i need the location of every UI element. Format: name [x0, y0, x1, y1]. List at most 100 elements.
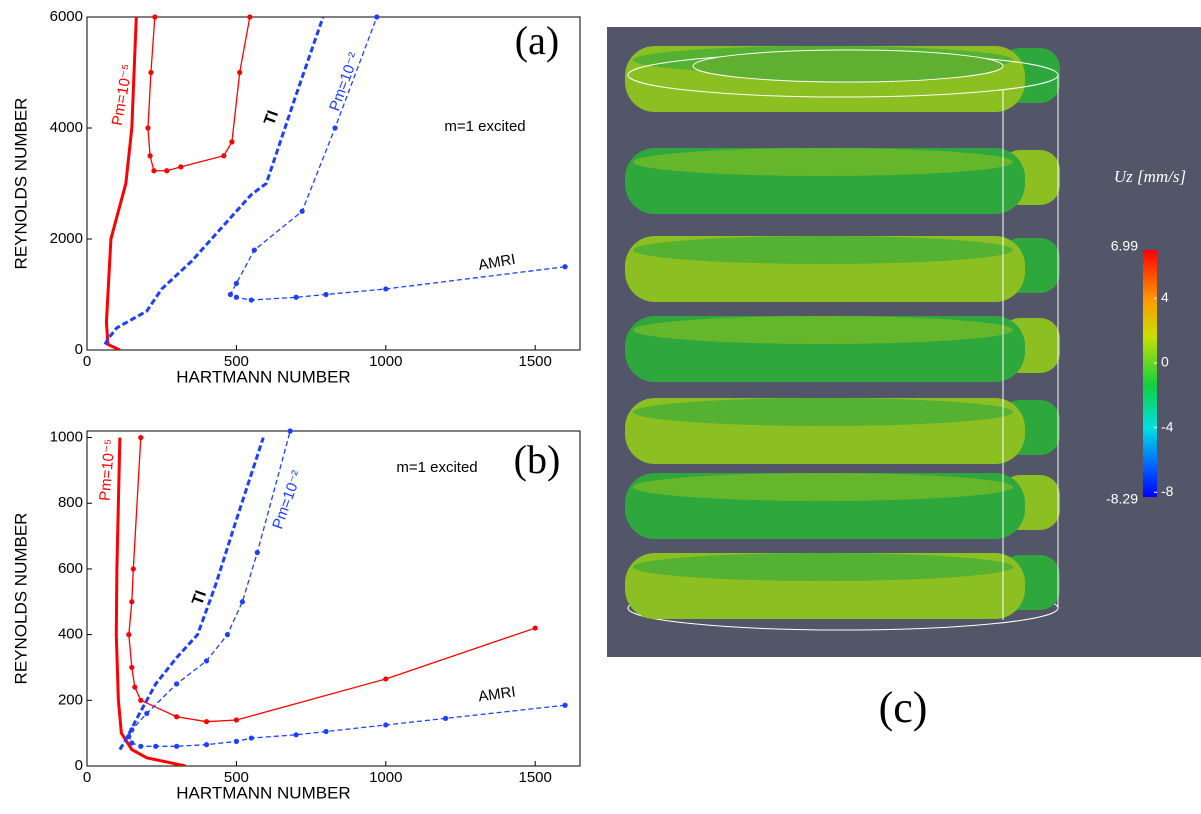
y-tick-label: 600 [58, 560, 83, 577]
data-point [233, 738, 239, 744]
colorbar-min: -8.29 [1106, 491, 1138, 507]
data-point [178, 164, 184, 170]
data-point [147, 153, 153, 159]
annotation: TI [261, 108, 282, 127]
data-point [562, 702, 568, 708]
panel-label: (b) [514, 437, 561, 482]
x-tick-label: 1000 [369, 353, 402, 370]
data-point [138, 697, 144, 703]
data-point [239, 599, 245, 605]
vortex-band-highlight [633, 553, 1013, 581]
y-tick-label: 6000 [50, 8, 83, 25]
data-point [299, 208, 305, 214]
data-point [174, 743, 180, 749]
data-point [233, 294, 239, 300]
data-point [132, 684, 138, 690]
data-point [126, 733, 132, 740]
y-tick-label: 800 [58, 494, 83, 511]
data-point [248, 735, 254, 741]
vortex-band-highlight [633, 473, 1013, 501]
x-tick-label: 0 [83, 353, 91, 370]
data-point [233, 717, 239, 723]
data-point [562, 264, 568, 270]
data-point [174, 681, 180, 687]
data-point [151, 168, 157, 174]
data-point [229, 139, 235, 145]
data-point [293, 732, 299, 738]
data-point [203, 742, 210, 748]
data-line [229, 17, 566, 301]
data-point [233, 280, 239, 286]
data-line [114, 437, 186, 766]
y-tick-label: 0 [75, 757, 83, 774]
annotation: AMRI [477, 683, 517, 705]
colorbar-max: 6.99 [1111, 238, 1138, 254]
x-tick-label: 500 [224, 353, 249, 370]
data-point [383, 676, 389, 682]
x-tick-label: 1500 [518, 353, 551, 370]
data-point [129, 727, 135, 733]
cylinder-inner [692, 49, 1004, 83]
data-point [227, 291, 234, 298]
data-point [164, 168, 170, 174]
data-point [203, 719, 210, 725]
x-tick-label: 1500 [518, 769, 551, 786]
data-point [203, 658, 210, 664]
colorbar-tick-label: 4 [1161, 289, 1169, 305]
y-axis-label: REYNOLDS NUMBER [11, 513, 30, 685]
panel-label: (a) [515, 18, 559, 63]
data-point [247, 14, 253, 20]
vortex-band-highlight [633, 316, 1013, 344]
y-tick-label: 4000 [50, 119, 83, 136]
y-tick-label: 400 [58, 626, 83, 643]
colorbar-tick-label: -8 [1161, 483, 1174, 499]
data-point [323, 291, 329, 298]
annotation: Pm=10⁻⁵ [96, 438, 118, 501]
x-axis-label: HARTMANN NUMBER [176, 783, 350, 802]
data-point [254, 549, 260, 556]
colorbar-title: Uz [mm/s] [1114, 167, 1186, 186]
data-point [224, 632, 231, 638]
data-point [332, 125, 338, 131]
data-point [129, 664, 135, 671]
data-line [118, 437, 265, 751]
annotation: m=1 excited [396, 459, 477, 476]
data-point [293, 294, 299, 300]
y-axis-label: REYNOLDS NUMBER [11, 98, 30, 270]
y-tick-label: 0 [75, 341, 83, 358]
y-tick-label: 2000 [50, 230, 83, 247]
data-point [144, 710, 150, 717]
vortex-band-highlight [633, 236, 1013, 264]
data-line [103, 17, 325, 346]
data-line [128, 437, 536, 723]
data-point [153, 743, 159, 749]
data-point [126, 632, 132, 638]
data-point [374, 14, 380, 20]
x-axis-label: HARTMANN NUMBER [176, 367, 350, 386]
colorbar [1143, 250, 1157, 497]
colorbar-tick-label: 0 [1161, 354, 1169, 370]
y-tick-label: 200 [58, 691, 83, 708]
y-tick-label: 1000 [50, 429, 83, 446]
data-point [383, 722, 389, 728]
vortex-band-highlight [633, 398, 1013, 426]
data-line [104, 17, 138, 350]
data-point [145, 125, 151, 131]
data-point [287, 428, 293, 434]
data-point [138, 743, 144, 749]
colorbar-tick-label: -4 [1161, 418, 1174, 434]
data-point [130, 566, 136, 572]
plot-frame [86, 16, 581, 351]
plot-frame [86, 430, 581, 767]
panel-label: (c) [879, 683, 928, 732]
data-point [237, 69, 243, 76]
data-point [138, 434, 144, 441]
data-point [221, 153, 227, 159]
data-point [532, 625, 538, 631]
data-point [129, 740, 135, 746]
data-point [174, 714, 180, 720]
annotation: AMRI [477, 251, 517, 274]
data-point [248, 297, 254, 303]
